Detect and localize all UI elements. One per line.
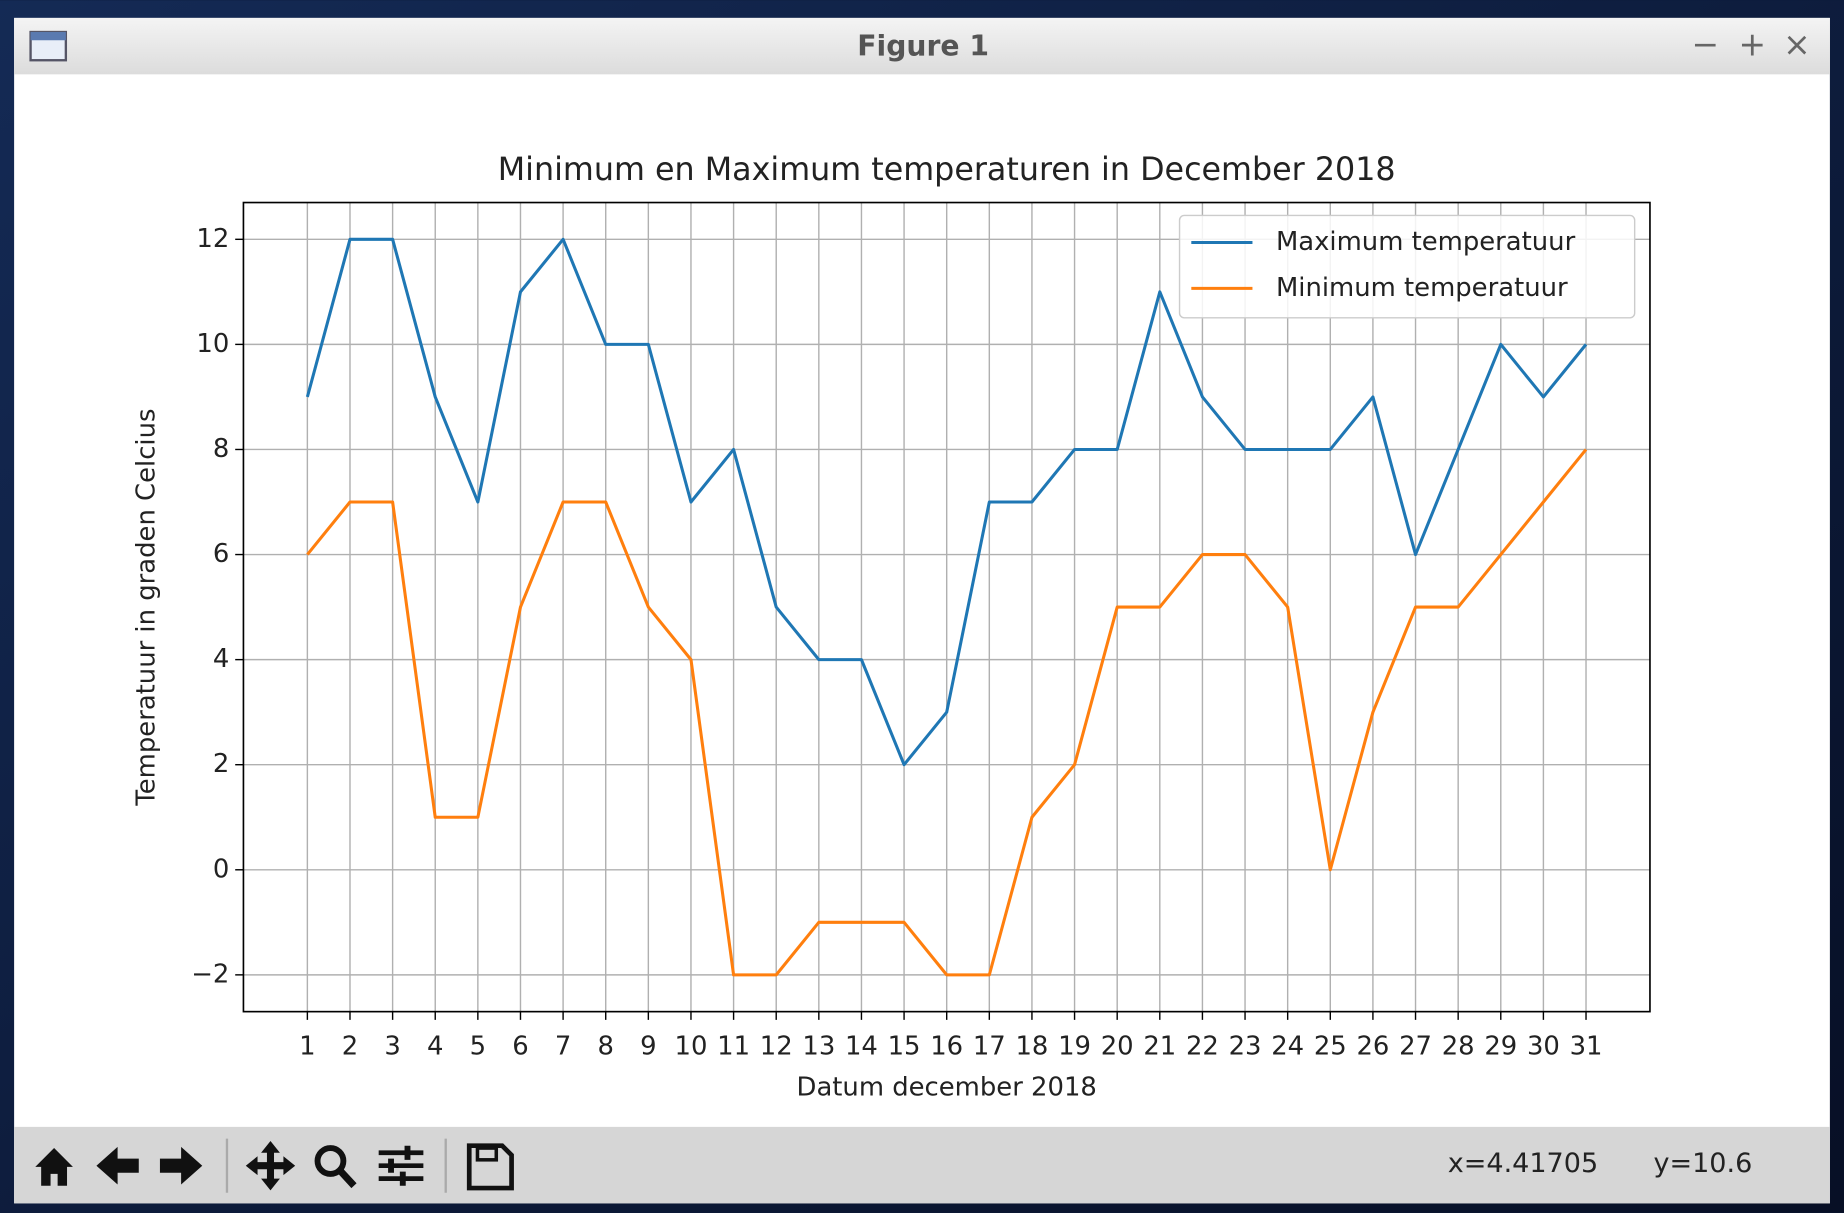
x-tick-label: 5 <box>470 1031 486 1061</box>
x-tick-label: 9 <box>640 1031 656 1061</box>
x-tick-label: 17 <box>973 1031 1006 1061</box>
x-tick-label: 23 <box>1229 1031 1262 1061</box>
chart-title: Minimum en Maximum temperaturen in Decem… <box>498 152 1396 188</box>
data-line <box>305 237 1588 767</box>
y-tick-label: −2 <box>191 959 229 989</box>
axes-frame <box>242 201 1651 1013</box>
x-tick-label: 20 <box>1101 1031 1134 1061</box>
window-title: Figure 1 <box>857 29 989 62</box>
x-tick-label: 21 <box>1143 1031 1176 1061</box>
home-icon <box>35 1148 73 1186</box>
forward-icon <box>159 1146 203 1185</box>
y-tick-label: 0 <box>213 854 229 884</box>
x-tick-label: 13 <box>802 1031 835 1061</box>
x-tick-label: 28 <box>1442 1031 1475 1061</box>
toolbar-buttons <box>25 1138 518 1193</box>
window-icon-bar <box>30 32 66 41</box>
y-axis-label: Temperatuur in graden Celcius <box>132 409 162 807</box>
y-tick-label: 12 <box>196 224 229 254</box>
pan-icon <box>245 1141 296 1191</box>
y-tick-label: 2 <box>213 749 229 779</box>
configure-icon <box>378 1145 424 1186</box>
x-tick-label: 26 <box>1356 1031 1389 1061</box>
back-icon <box>96 1146 139 1185</box>
x-tick-label: 1 <box>299 1031 315 1061</box>
x-tick-label: 8 <box>597 1031 613 1061</box>
x-tick-label: 7 <box>555 1031 571 1061</box>
x-tick-label: 15 <box>888 1031 921 1061</box>
x-tick-label: 25 <box>1314 1031 1347 1061</box>
x-tick-label: 4 <box>427 1031 443 1061</box>
x-tick-label: 31 <box>1570 1031 1603 1061</box>
y-tick-label: 8 <box>213 434 229 464</box>
zoom-icon <box>314 1145 347 1177</box>
x-tick-label: 11 <box>717 1031 750 1061</box>
title-bar <box>14 17 1830 75</box>
save-icon <box>466 1143 514 1191</box>
legend-box <box>1178 214 1636 319</box>
y-tick-label: 4 <box>213 644 229 674</box>
x-tick-label: 3 <box>384 1031 400 1061</box>
x-axis-label: Datum december 2018 <box>797 1073 1097 1103</box>
legend-label: Minimum temperatuur <box>1276 273 1568 303</box>
x-tick-label: 12 <box>760 1031 793 1061</box>
maximize-button[interactable]: + <box>1738 25 1766 64</box>
x-tick-label: 10 <box>675 1031 708 1061</box>
x-tick-label: 14 <box>845 1031 878 1061</box>
legend-label: Maximum temperatuur <box>1276 227 1576 257</box>
x-tick-label: 2 <box>342 1031 358 1061</box>
x-tick-label: 19 <box>1058 1031 1091 1061</box>
zoom-icon-handle <box>337 1168 357 1189</box>
x-tick-label: 29 <box>1484 1031 1517 1061</box>
x-tick-label: 22 <box>1186 1031 1219 1061</box>
data-line <box>306 448 1588 977</box>
close-button[interactable]: × <box>1783 25 1811 64</box>
y-tick-label: 6 <box>213 539 229 569</box>
save-icon-label <box>475 1146 499 1162</box>
window <box>14 17 1830 1204</box>
x-tick-label: 16 <box>930 1031 963 1061</box>
x-tick-label: 18 <box>1015 1031 1048 1061</box>
status-x: x=4.41705 <box>1448 1148 1598 1179</box>
status-y: y=10.6 <box>1653 1148 1752 1179</box>
y-tick-label: 10 <box>196 329 229 359</box>
x-tick-label: 6 <box>512 1031 528 1061</box>
x-tick-label: 27 <box>1399 1031 1432 1061</box>
x-tick-label: 24 <box>1271 1031 1304 1061</box>
figure: Minimum en Maximum temperaturen in Decem… <box>132 152 1651 1103</box>
x-tick-label: 30 <box>1527 1031 1560 1061</box>
minimize-button[interactable]: − <box>1691 25 1719 64</box>
